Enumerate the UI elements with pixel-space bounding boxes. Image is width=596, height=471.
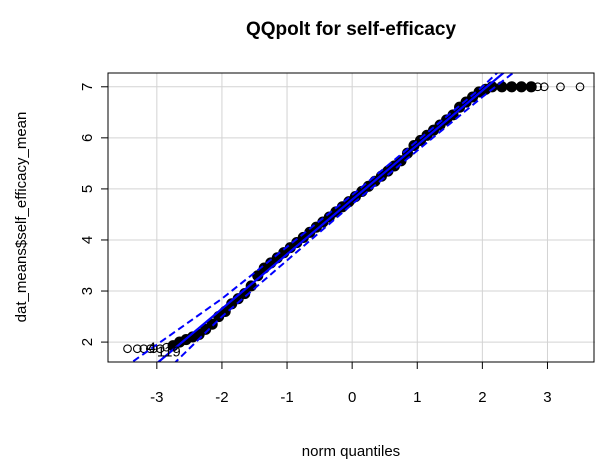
point <box>556 82 565 92</box>
x-tick-label: 3 <box>543 389 551 406</box>
chart-title: QQpolt for self-efficacy <box>246 19 457 40</box>
plot-frame <box>107 72 595 363</box>
point <box>206 318 218 330</box>
point <box>139 344 149 354</box>
y-axis-label: dat_means$self_efficacy_mean <box>13 112 30 323</box>
point <box>575 82 585 92</box>
point <box>525 81 537 93</box>
point <box>145 344 155 354</box>
envelope-lower <box>174 73 515 362</box>
point <box>132 344 142 354</box>
x-tick-label: -2 <box>215 389 228 406</box>
x-tick-label: 2 <box>478 389 486 406</box>
y-tick-label: 4 <box>79 236 96 244</box>
point <box>149 344 158 354</box>
plot-area <box>123 73 585 362</box>
x-tick-label: 1 <box>413 389 421 406</box>
point <box>155 344 165 354</box>
point-label: 4 <box>148 340 156 357</box>
point <box>539 82 549 92</box>
point <box>506 81 518 93</box>
y-tick-label: 5 <box>79 185 96 193</box>
y-tick-label: 3 <box>79 287 96 295</box>
x-tick-label: 0 <box>348 389 356 406</box>
point <box>123 344 132 354</box>
point-label: 119 <box>157 344 181 361</box>
point <box>533 82 543 92</box>
y-tick-label: 6 <box>79 134 96 142</box>
x-axis-label: norm quantiles <box>302 443 400 460</box>
envelope-upper <box>130 73 499 362</box>
point <box>515 81 527 93</box>
x-tick-label: -3 <box>150 389 163 406</box>
x-tick-label: -1 <box>280 389 293 406</box>
y-tick-label: 7 <box>79 83 96 91</box>
fit <box>156 73 506 362</box>
y-tick-label: 2 <box>79 338 96 346</box>
